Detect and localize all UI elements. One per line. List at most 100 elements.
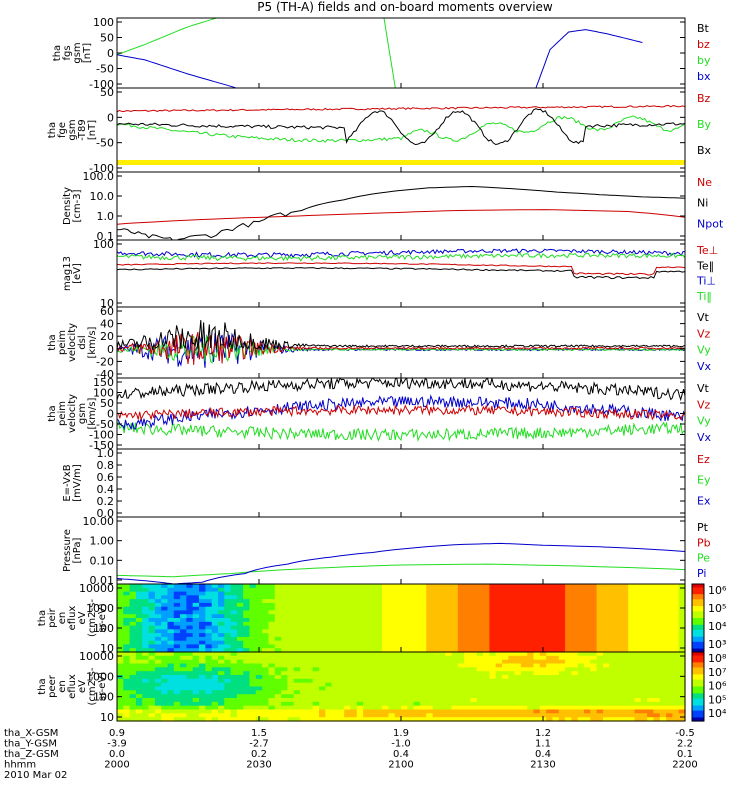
heatmap-cell: [344, 705, 352, 711]
heatmap-cell: [577, 701, 585, 707]
heatmap-cell: [672, 584, 680, 589]
heatmap-cell: [268, 698, 276, 703]
heatmap-cell: [281, 675, 288, 680]
heatmap-cell: [129, 690, 137, 695]
heatmap-cell: [262, 618, 270, 623]
heatmap-cell: [375, 659, 383, 665]
heatmap-cell: [218, 644, 225, 649]
heatmap-cell: [129, 678, 137, 684]
heatmap-cell: [369, 610, 377, 615]
heatmap-cell: [230, 678, 238, 684]
heatmap-cell: [621, 659, 629, 665]
heatmap-cell: [388, 633, 396, 638]
heatmap-cell: [274, 675, 282, 680]
heatmap-cell: [413, 663, 421, 668]
heatmap-cell: [180, 713, 187, 718]
heatmap-cell: [609, 584, 617, 589]
heatmap-cell: [218, 633, 225, 638]
heatmap-cell: [483, 602, 490, 608]
heatmap-cell: [539, 678, 547, 684]
y-axis-label: gsm: [67, 119, 78, 140]
heatmap-cell: [173, 614, 181, 619]
y-tick-label: 0: [107, 111, 114, 124]
heatmap-cell: [382, 686, 389, 691]
heatmap-cell: [609, 610, 617, 615]
heatmap-cell: [445, 713, 453, 718]
heatmap-cell: [571, 591, 579, 596]
heatmap-cell: [438, 694, 446, 699]
heatmap-cell: [192, 591, 200, 596]
heatmap-cell: [502, 606, 509, 612]
heatmap-cell: [533, 648, 541, 653]
heatmap-cell: [603, 682, 610, 688]
heatmap-cell: [331, 633, 339, 638]
heatmap-cell: [678, 659, 686, 665]
heatmap-cell: [678, 717, 686, 722]
heatmap-cell: [186, 701, 194, 707]
heatmap-cell: [312, 690, 320, 695]
heatmap-cell: [262, 675, 270, 680]
heatmap-cell: [129, 629, 137, 634]
heatmap-cell: [180, 678, 187, 684]
heatmap-cell: [628, 610, 636, 615]
heatmap-cell: [413, 629, 421, 634]
heatmap-cell: [590, 713, 598, 718]
heatmap-cell: [154, 667, 162, 672]
heatmap-cell: [438, 701, 446, 707]
heatmap-cell: [287, 618, 295, 623]
heatmap-cell: [457, 675, 465, 680]
colorbar-cell: [692, 671, 704, 674]
heatmap-cell: [123, 644, 131, 649]
heatmap-cell: [407, 717, 415, 722]
heatmap-cell: [230, 625, 238, 630]
heatmap-cell: [653, 701, 661, 707]
heatmap-cell: [142, 595, 150, 600]
heatmap-cell: [666, 610, 673, 615]
heatmap-cell: [274, 663, 282, 668]
heatmap-cell: [319, 663, 326, 668]
heatmap-cell: [173, 655, 181, 661]
heatmap-cell: [571, 709, 579, 714]
heatmap-cell: [224, 587, 232, 593]
heatmap-cell: [483, 667, 490, 672]
heatmap-cell: [546, 663, 554, 668]
heatmap-cell: [659, 659, 667, 665]
heatmap-cell: [647, 701, 654, 707]
heatmap-cell: [413, 717, 421, 722]
heatmap-cell: [577, 655, 585, 661]
heatmap-cell: [281, 606, 288, 612]
heatmap-cell: [470, 655, 478, 661]
heatmap-cell: [344, 595, 352, 600]
heatmap-cell: [457, 636, 465, 642]
heatmap-cell: [558, 713, 566, 718]
heatmap-cell: [546, 713, 554, 718]
heatmap-cell: [192, 625, 200, 630]
heatmap-cell: [205, 701, 213, 707]
heatmap-cell: [375, 584, 383, 589]
heatmap-cell: [211, 705, 219, 711]
heatmap-cell: [135, 606, 143, 612]
heatmap-cell: [596, 705, 604, 711]
heatmap-cell: [565, 606, 572, 612]
heatmap-cell: [300, 655, 307, 661]
heatmap-cell: [464, 614, 471, 619]
heatmap-cell: [666, 640, 673, 646]
heatmap-cell: [154, 648, 162, 653]
heatmap-cell: [495, 690, 503, 695]
heatmap-cell: [527, 698, 535, 703]
heatmap-cell: [577, 713, 585, 718]
heatmap-cell: [584, 648, 591, 653]
heatmap-cell: [502, 614, 509, 619]
heatmap-cell: [615, 701, 623, 707]
heatmap-cell: [438, 652, 446, 657]
heatmap-cell: [457, 705, 465, 711]
heatmap-cell: [287, 621, 295, 627]
colorbar-cell: [692, 631, 704, 634]
heatmap-cell: [432, 682, 440, 688]
heatmap-cell: [337, 694, 345, 699]
heatmap-cell: [363, 621, 370, 627]
heatmap-cell: [281, 717, 288, 722]
heatmap-cell: [552, 599, 560, 604]
heatmap-cell: [312, 671, 320, 676]
heatmap-cell: [350, 648, 358, 653]
